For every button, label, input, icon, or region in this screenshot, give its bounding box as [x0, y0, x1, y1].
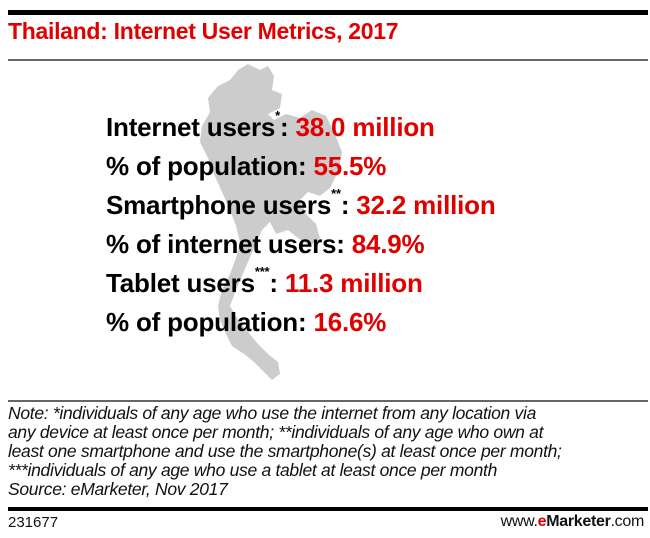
brand-suffix: .com	[610, 513, 645, 530]
brand-e: e	[537, 513, 547, 530]
metric-value: 84.9%	[351, 229, 425, 259]
bottom-rule	[8, 507, 648, 511]
title-divider	[8, 59, 648, 61]
note-line: any device at least once per month; **in…	[8, 422, 544, 442]
footnote-marker: ***	[254, 264, 270, 279]
metric-internet-users: Internet users*: 38.0 million	[106, 108, 435, 142]
metric-label: % of internet users	[106, 229, 337, 259]
page-title: Thailand: Internet User Metrics, 2017	[8, 18, 399, 44]
metric-value: 55.5%	[313, 151, 387, 181]
metric-label: % of population	[106, 307, 298, 337]
metrics-list: Internet users*: 38.0 million % of popul…	[106, 108, 496, 346]
metric-value: 11.3 million	[284, 268, 423, 298]
source-line: Source: eMarketer, Nov 2017	[8, 479, 228, 499]
metric-value: 38.0 million	[295, 112, 435, 142]
metric-tablet-population-share: % of population: 16.6%	[106, 307, 387, 337]
thailand-map-icon	[200, 64, 342, 380]
note-line: least one smartphone and use the smartph…	[8, 441, 562, 461]
brand-prefix: www.	[500, 513, 538, 530]
metric-smartphone-users: Smartphone users**: 32.2 million	[106, 186, 496, 220]
note-divider	[8, 400, 648, 402]
brand-main: Marketer	[546, 513, 611, 530]
metric-value: 32.2 million	[356, 190, 496, 220]
metric-label: Internet users	[106, 112, 276, 142]
metric-population-share: % of population: 55.5%	[106, 151, 387, 181]
metric-label: Tablet users	[106, 268, 255, 298]
footnote-marker: *	[275, 108, 281, 123]
note-line: ***individuals of any age who use a tabl…	[8, 460, 497, 480]
chart-id: 231677	[8, 514, 59, 531]
note-line: Note: *individuals of any age who use th…	[8, 403, 537, 423]
footnote-marker: **	[331, 186, 341, 201]
top-rule	[8, 10, 648, 15]
metric-label: % of population	[106, 151, 298, 181]
metric-internet-user-share: % of internet users: 84.9%	[106, 229, 425, 259]
metric-tablet-users: Tablet users***: 11.3 million	[106, 264, 423, 298]
brand-link[interactable]: www.eMarketer.com	[500, 513, 645, 531]
metric-value: 16.6%	[313, 307, 387, 337]
footnote: Note: *individuals of any age who use th…	[8, 404, 648, 499]
metric-label: Smartphone users	[106, 190, 332, 220]
